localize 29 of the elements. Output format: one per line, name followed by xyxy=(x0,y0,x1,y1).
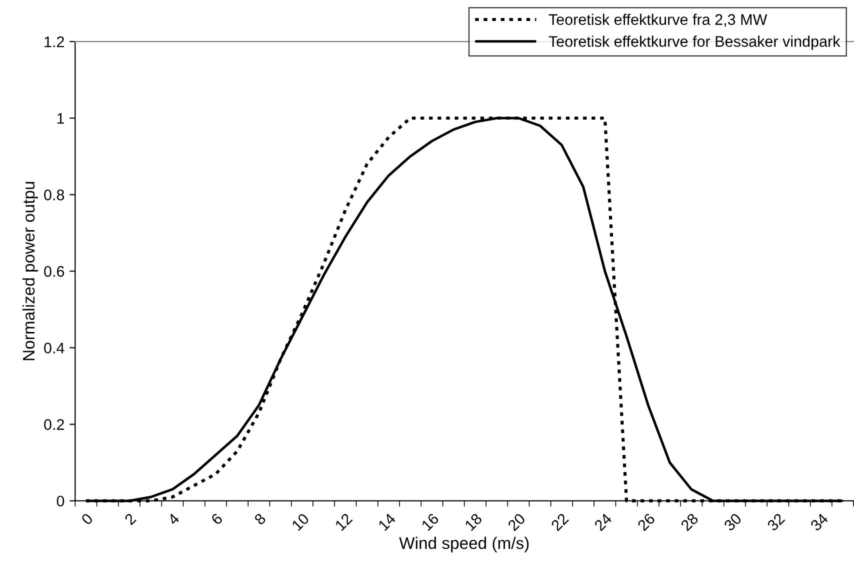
x-tick-label: 24 xyxy=(594,512,612,532)
y-tick-label: 0.2 xyxy=(44,419,64,430)
x-tick-label: 2 xyxy=(124,512,136,526)
x-tick-label: 10 xyxy=(291,512,310,532)
x-tick-label: 28 xyxy=(680,512,699,532)
x-tick-label: 22 xyxy=(550,512,569,532)
x-tick-label: 12 xyxy=(334,512,353,531)
x-tick-label: 32 xyxy=(766,512,786,532)
x-tick-label: 8 xyxy=(254,512,266,526)
y-tick-label: 1.2 xyxy=(44,36,64,48)
x-tick-label: 14 xyxy=(378,512,396,531)
x-tick-label: 26 xyxy=(636,512,656,532)
x-tick-label: 18 xyxy=(464,512,483,532)
y-tick-label: 0.8 xyxy=(44,190,64,200)
y-tick-label: 0 xyxy=(56,496,64,507)
y-tick-label: 0.4 xyxy=(44,342,64,354)
y-tick-label: 0.6 xyxy=(44,266,64,277)
y-tick-label: 1 xyxy=(57,113,64,124)
legend-label: Teoretisk effektkurve for Bessaker vindpark xyxy=(548,36,840,50)
x-tick-label: 34 xyxy=(810,512,829,532)
x-tick-label: 0 xyxy=(80,512,94,526)
x-tick-label: 20 xyxy=(507,512,526,532)
x-tick-label: 30 xyxy=(723,512,742,532)
x-axis-title: Wind speed (m/s) xyxy=(399,536,529,552)
legend-label: Teoretisk effektkurve fra 2,3 MW xyxy=(548,14,768,27)
y-axis-title: Normalized power outpu xyxy=(22,182,38,360)
x-tick-label: 4 xyxy=(167,512,180,526)
x-tick-label: 6 xyxy=(210,512,224,526)
x-tick-label: 16 xyxy=(421,512,440,532)
